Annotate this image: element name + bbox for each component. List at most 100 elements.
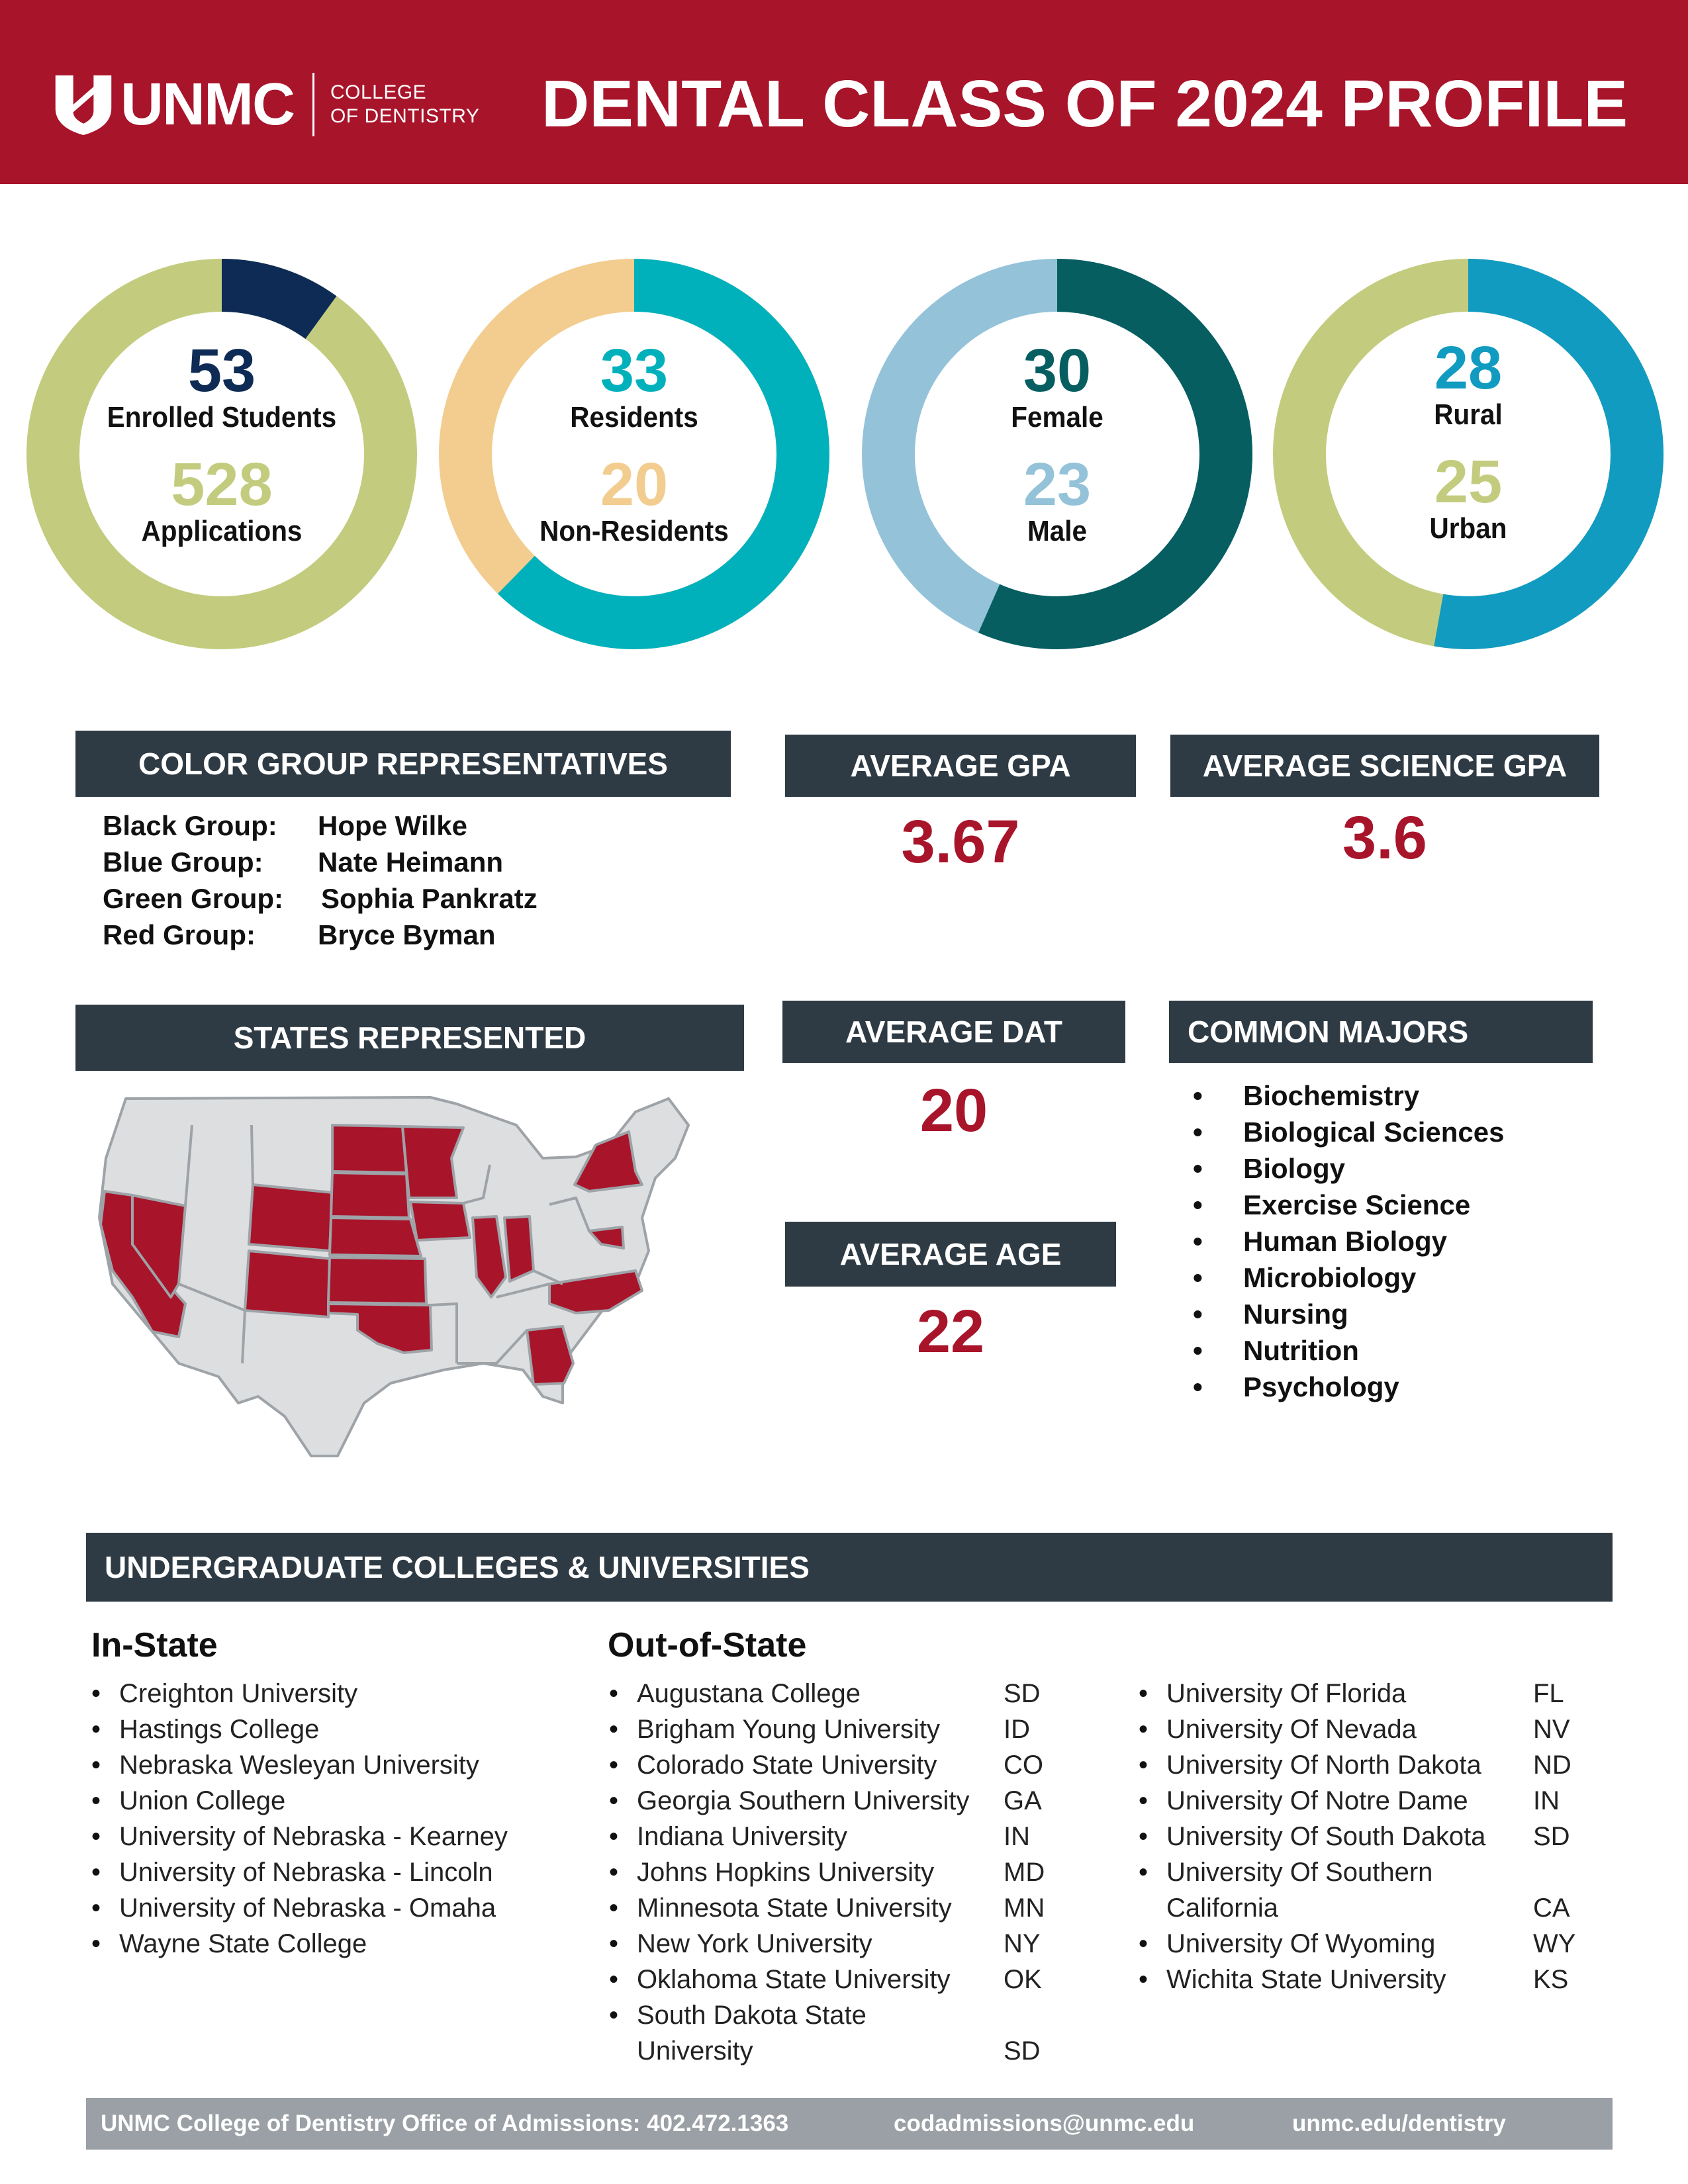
donut-gender-value-arc [862, 259, 1252, 649]
college-state: MN [1004, 1893, 1045, 1923]
urban-count: 25 [1434, 448, 1503, 516]
donut-rural-urban: 28 Rural 25 Urban [1270, 255, 1667, 653]
state-north-carolina [548, 1269, 643, 1314]
enrolled-label: Enrolled Students [107, 401, 337, 433]
donut-residency-value-arc [439, 259, 829, 649]
donut-residency: 33 Residents 20 Non-Residents [436, 255, 833, 653]
major-item: Nursing [1190, 1296, 1505, 1332]
non-residents-label: Non-Residents [539, 515, 729, 547]
logo-sub-line2: OF DENTISTRY [330, 105, 480, 127]
college-state: KS [1533, 1965, 1569, 1994]
header-band: UNMC COLLEGE OF DENTISTRY DENTAL CLASS O… [0, 0, 1688, 184]
major-item: Exercise Science [1190, 1187, 1505, 1223]
rep-row-black: Black Group: Hope Wilke [103, 807, 538, 844]
state-nevada [131, 1194, 187, 1298]
state-south-dakota [330, 1171, 410, 1219]
college-name: Georgia Southern University [637, 1786, 970, 1815]
residents-count: 33 [600, 337, 669, 404]
male-count: 23 [1023, 451, 1092, 518]
rep-group: Red Group: [103, 919, 256, 950]
rep-row-green: Green Group: Sophia Pankratz [103, 880, 538, 917]
college-name: University Of Wyoming [1166, 1929, 1436, 1958]
college-state: ND [1533, 1751, 1571, 1780]
college-name: University Of Nevada [1166, 1715, 1417, 1744]
state-minnesota [401, 1125, 465, 1199]
college-state: CA [1533, 1893, 1570, 1923]
donut-gender-chart [862, 259, 1252, 649]
college-name: Minnesota State University [637, 1893, 952, 1923]
average-dat-heading: AVERAGE DAT [782, 1001, 1125, 1063]
college-item: University Of Southern California CA [1139, 1854, 1589, 1926]
colleges-heading: UNDERGRADUATE COLLEGES & UNIVERSITIES [86, 1533, 1613, 1602]
college-name: Johns Hopkins University [637, 1858, 935, 1887]
applications-count: 528 [171, 451, 273, 518]
college-state: SD [1533, 1822, 1570, 1851]
college-state: GA [1004, 1786, 1042, 1815]
college-item: University Of South Dakota SD [1139, 1819, 1589, 1854]
college-state: NV [1533, 1715, 1570, 1744]
college-item: University Of Notre Dame IN [1139, 1783, 1589, 1819]
rep-name: Nate Heimann [318, 846, 504, 878]
college-item: University of Nebraska - Lincoln [91, 1854, 568, 1890]
state-nebraska [328, 1216, 422, 1257]
average-science-gpa-value: 3.6 [1342, 804, 1427, 872]
state-new-york [573, 1130, 643, 1193]
major-item: Human Biology [1190, 1223, 1505, 1259]
college-name: University Of Notre Dame [1166, 1786, 1468, 1815]
state-maryland [588, 1226, 625, 1250]
college-state: IN [1004, 1822, 1030, 1851]
majors-list: Biochemistry Biological Sciences Biology… [1190, 1077, 1505, 1405]
footer-website-link[interactable]: unmc.edu/dentistry [1292, 2111, 1506, 2136]
rep-name: Sophia Pankratz [321, 883, 538, 914]
color-groups-list: Black Group: Hope Wilke Blue Group: Nate H… [103, 807, 538, 953]
rep-row-blue: Blue Group: Nate Heimann [103, 844, 538, 880]
female-count: 30 [1023, 337, 1092, 404]
college-item: Johns Hopkins University MD [609, 1854, 1059, 1890]
non-residents-count: 20 [600, 451, 669, 518]
college-state: OK [1004, 1965, 1042, 1994]
college-item: University Of Nevada NV [1139, 1711, 1589, 1747]
color-groups-heading: COLOR GROUP REPRESENTATIVES [75, 731, 731, 797]
rural-label: Rural [1434, 398, 1503, 431]
rural-count: 28 [1434, 334, 1503, 402]
average-gpa-heading: AVERAGE GPA [785, 735, 1136, 797]
college-state: MD [1004, 1858, 1045, 1887]
logo-subtitle: COLLEGE OF DENTISTRY [330, 81, 479, 128]
college-name: University Of Florida [1166, 1679, 1407, 1708]
college-item: South Dakota State University SD [609, 1997, 1059, 2069]
rep-name: Bryce Byman [318, 919, 496, 950]
donut-enrollment-chart [26, 259, 417, 649]
college-item: Oklahoma State University OK [609, 1962, 1059, 1997]
average-age-heading: AVERAGE AGE [785, 1222, 1116, 1287]
out-of-state-heading: Out-of-State [608, 1626, 807, 1664]
average-science-gpa-heading: AVERAGE SCIENCE GPA [1170, 735, 1599, 797]
college-state: FL [1533, 1679, 1564, 1708]
footer-email-link[interactable]: codadmissions@unmc.edu [894, 2111, 1195, 2136]
college-item: University Of Wyoming WY [1139, 1926, 1589, 1962]
college-state: CO [1004, 1751, 1043, 1780]
state-north-dakota [331, 1124, 408, 1174]
average-dat-value: 20 [919, 1077, 988, 1144]
college-name-line2: California [1166, 1893, 1278, 1923]
college-item: Brigham Young University ID [609, 1711, 1059, 1747]
college-item: University Of Florida FL [1139, 1676, 1589, 1711]
college-state: ID [1004, 1715, 1030, 1744]
page-title: DENTAL CLASS OF 2024 PROFILE [541, 67, 1628, 141]
rep-group: Black Group: [103, 810, 277, 841]
college-item: Colorado State University CO [609, 1747, 1059, 1783]
college-item: Nebraska Wesleyan University [91, 1747, 568, 1783]
rep-name: Hope Wilke [318, 810, 467, 841]
college-name: South Dakota State [637, 2001, 867, 2030]
college-state: WY [1533, 1929, 1576, 1958]
enrolled-count: 53 [187, 337, 256, 404]
applications-label: Applications [141, 515, 303, 547]
donut-rural-urban-value-arc [1273, 259, 1664, 649]
out-of-state-list-1: Augustana College SD Brigham Young Univer… [609, 1676, 1059, 2069]
donut-enrollment: 53 Enrolled Students 528 Applications [23, 255, 420, 653]
college-name: Brigham Young University [637, 1715, 941, 1744]
state-illinois [471, 1215, 507, 1298]
donut-gender: 30 Female 23 Male [859, 255, 1256, 653]
common-majors-heading: COMMON MAJORS [1169, 1001, 1593, 1063]
out-of-state-list-2: University Of Florida FL University Of Ne… [1139, 1676, 1589, 1997]
college-name: New York University [637, 1929, 872, 1958]
